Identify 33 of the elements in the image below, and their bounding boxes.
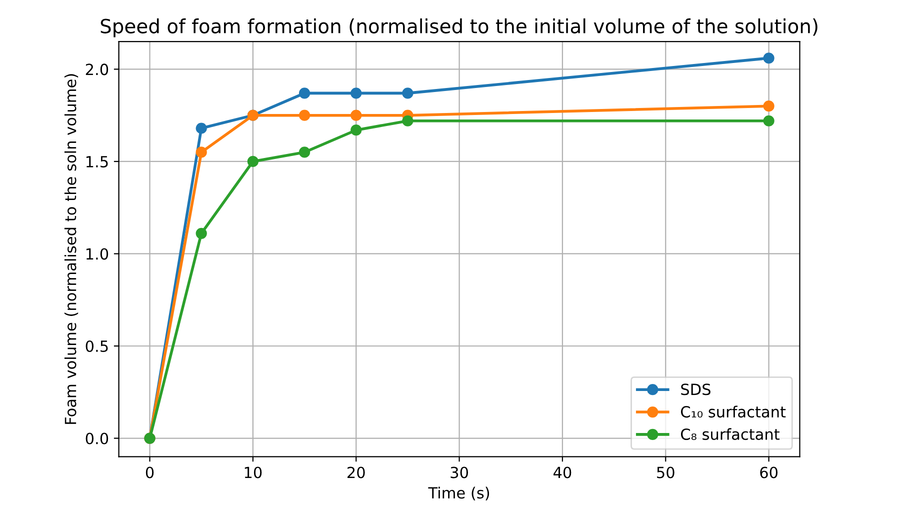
y-tick-label: 1.5 bbox=[86, 156, 108, 168]
point bbox=[196, 146, 207, 158]
point bbox=[298, 146, 310, 158]
point bbox=[350, 88, 362, 99]
x-tick-label: 50 bbox=[657, 466, 674, 478]
point bbox=[402, 88, 414, 99]
point bbox=[247, 156, 258, 168]
legend-label: SDS bbox=[681, 384, 710, 396]
x-tick-label: 40 bbox=[553, 466, 572, 478]
x-tick-label: 20 bbox=[348, 466, 365, 478]
legend-label: C₈ surfactant bbox=[680, 428, 780, 440]
point bbox=[350, 124, 362, 136]
point bbox=[763, 52, 774, 64]
chart-title: Speed of foam formation (normalised to the initial volume of the solution) bbox=[100, 18, 818, 38]
x-tick-label: 30 bbox=[450, 466, 468, 478]
point bbox=[350, 110, 362, 121]
point bbox=[763, 100, 774, 112]
point bbox=[298, 88, 310, 99]
x-tick-label: 0 bbox=[146, 466, 154, 478]
y-tick-label: 1.0 bbox=[86, 248, 108, 260]
point bbox=[402, 115, 414, 126]
y-tick-label: 0.5 bbox=[86, 340, 108, 352]
x-tick-label: 10 bbox=[244, 466, 262, 478]
point bbox=[298, 110, 310, 121]
point bbox=[763, 115, 774, 126]
point bbox=[196, 122, 207, 134]
x-tick-label: 60 bbox=[760, 466, 778, 478]
y-tick-label: 0.0 bbox=[86, 432, 108, 444]
x-axis-title: Time (s) bbox=[428, 486, 490, 500]
point bbox=[196, 228, 207, 239]
y-axis-title: Foam volume (normalised to the soln volume) bbox=[64, 74, 78, 424]
legend-label: C₁₀ surfactant bbox=[680, 406, 786, 418]
y-tick-label: 2.0 bbox=[86, 64, 108, 76]
